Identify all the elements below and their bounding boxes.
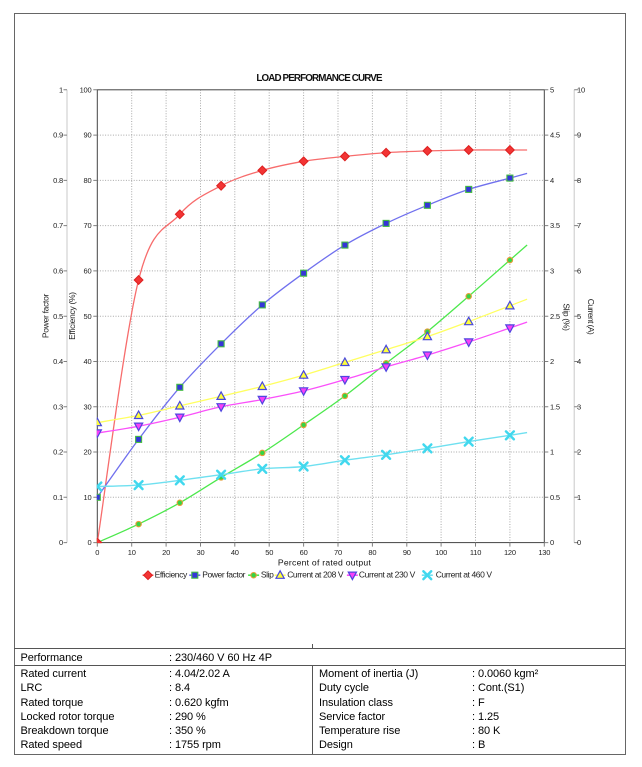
svg-text:30: 30 bbox=[84, 402, 92, 411]
svg-text:70: 70 bbox=[334, 548, 342, 557]
svg-text:6: 6 bbox=[577, 267, 581, 276]
svg-text:110: 110 bbox=[470, 548, 481, 557]
svg-text:0: 0 bbox=[88, 538, 92, 547]
svg-text:0: 0 bbox=[95, 548, 99, 557]
svg-text:90: 90 bbox=[403, 548, 411, 557]
svg-text:1: 1 bbox=[550, 448, 554, 457]
svg-text:0.6: 0.6 bbox=[53, 267, 63, 276]
svg-text:50: 50 bbox=[84, 312, 92, 321]
svg-text:0.7: 0.7 bbox=[53, 221, 63, 230]
svg-text:7: 7 bbox=[577, 221, 581, 230]
svg-text:Current at 208 V: Current at 208 V bbox=[287, 570, 344, 580]
svg-text:4: 4 bbox=[550, 176, 554, 185]
svg-text:90: 90 bbox=[84, 131, 92, 140]
svg-text:2: 2 bbox=[550, 357, 554, 366]
svg-text:40: 40 bbox=[84, 357, 92, 366]
svg-text:80: 80 bbox=[84, 176, 92, 185]
svg-text:0.5: 0.5 bbox=[550, 493, 560, 502]
svg-text:0: 0 bbox=[550, 538, 554, 547]
svg-text:Slip: Slip bbox=[261, 570, 274, 580]
svg-text:10: 10 bbox=[84, 493, 92, 502]
svg-text:10: 10 bbox=[128, 548, 136, 557]
svg-text:8: 8 bbox=[577, 176, 581, 185]
svg-text:0: 0 bbox=[577, 538, 581, 547]
svg-text:4: 4 bbox=[577, 357, 581, 366]
svg-text:60: 60 bbox=[300, 548, 308, 557]
svg-text:0.5: 0.5 bbox=[53, 312, 63, 321]
svg-text:20: 20 bbox=[84, 448, 92, 457]
svg-text:2.5: 2.5 bbox=[550, 312, 560, 321]
svg-text:30: 30 bbox=[197, 548, 205, 557]
svg-text:2: 2 bbox=[577, 448, 581, 457]
svg-text:0.2: 0.2 bbox=[53, 448, 63, 457]
svg-text:Current at 230 V: Current at 230 V bbox=[359, 570, 416, 580]
svg-text:130: 130 bbox=[538, 548, 550, 557]
svg-text:9: 9 bbox=[577, 131, 581, 140]
svg-text:3.5: 3.5 bbox=[550, 221, 560, 230]
svg-text:5: 5 bbox=[550, 85, 554, 94]
svg-text:40: 40 bbox=[231, 548, 239, 557]
svg-text:3: 3 bbox=[577, 402, 581, 411]
svg-text:Efficiency: Efficiency bbox=[155, 570, 188, 580]
svg-text:70: 70 bbox=[84, 221, 92, 230]
svg-text:5: 5 bbox=[577, 312, 581, 321]
svg-text:LOAD PERFORMANCE CURVE: LOAD PERFORMANCE CURVE bbox=[256, 73, 383, 84]
svg-text:Current (A): Current (A) bbox=[586, 299, 596, 335]
svg-text:3: 3 bbox=[550, 267, 554, 276]
svg-text:Percent of rated output: Percent of rated output bbox=[278, 558, 372, 568]
svg-text:100: 100 bbox=[80, 85, 92, 94]
svg-text:0.1: 0.1 bbox=[53, 493, 63, 502]
svg-text:1: 1 bbox=[577, 493, 581, 502]
svg-text:20: 20 bbox=[162, 548, 170, 557]
svg-text:Slip (%): Slip (%) bbox=[562, 303, 572, 331]
svg-text:0.4: 0.4 bbox=[53, 357, 63, 366]
svg-text:Current at 460 V: Current at 460 V bbox=[436, 570, 493, 580]
svg-text:60: 60 bbox=[84, 267, 92, 276]
svg-text:0.8: 0.8 bbox=[53, 176, 63, 185]
svg-text:Power factor: Power factor bbox=[202, 570, 245, 580]
svg-text:100: 100 bbox=[435, 548, 447, 557]
svg-text:1: 1 bbox=[59, 85, 63, 94]
svg-text:50: 50 bbox=[265, 548, 273, 557]
svg-text:Efficiency (%): Efficiency (%) bbox=[67, 292, 77, 340]
svg-text:0: 0 bbox=[59, 538, 63, 547]
svg-text:80: 80 bbox=[368, 548, 376, 557]
svg-text:Power factor: Power factor bbox=[41, 293, 51, 338]
svg-text:1.5: 1.5 bbox=[550, 402, 560, 411]
svg-text:10: 10 bbox=[577, 85, 585, 94]
svg-text:0.3: 0.3 bbox=[53, 402, 63, 411]
svg-text:0.9: 0.9 bbox=[53, 131, 63, 140]
svg-text:120: 120 bbox=[504, 548, 516, 557]
svg-text:4.5: 4.5 bbox=[550, 131, 560, 140]
